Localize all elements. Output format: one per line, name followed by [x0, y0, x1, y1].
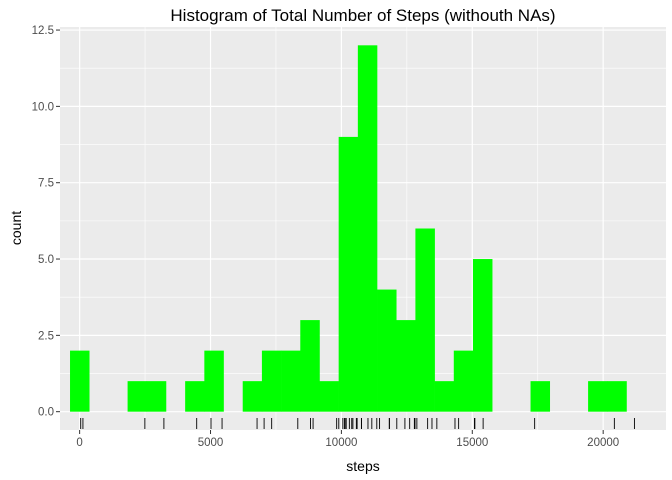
histogram-bar [607, 381, 627, 412]
histogram-bar [300, 320, 320, 412]
x-tick-label: 20000 [587, 437, 619, 449]
x-axis: 0 5000 10000 15000 20000 [76, 430, 619, 449]
histogram-bars [70, 45, 627, 412]
histogram-bar [396, 320, 416, 412]
histogram-bar [530, 381, 551, 412]
y-tick-label: 2.5 [38, 330, 54, 342]
y-axis-title: count [8, 211, 24, 245]
y-tick-label: 10.0 [32, 101, 54, 113]
histogram-bar [242, 381, 263, 412]
y-tick-label: 12.5 [32, 25, 54, 37]
histogram-bar [357, 45, 378, 412]
histogram-bar [204, 350, 224, 412]
histogram-bar [472, 259, 493, 412]
histogram-bar [338, 136, 359, 412]
histogram-bar [415, 228, 435, 412]
y-tick-label: 7.5 [38, 178, 54, 190]
histogram-bar [588, 381, 608, 412]
x-tick-label: 0 [76, 437, 82, 449]
histogram-bar [127, 381, 148, 412]
y-tick-label: 5.0 [38, 254, 54, 266]
x-tick-label: 5000 [198, 437, 224, 449]
rug-marks [80, 418, 635, 429]
histogram-bar [185, 381, 205, 412]
x-tick-label: 10000 [325, 437, 357, 449]
x-axis-title: steps [346, 458, 379, 474]
y-axis: 0.0 2.5 5.0 7.5 10.0 12.5 [32, 25, 60, 419]
histogram-bar [281, 350, 301, 412]
x-tick-label: 15000 [456, 437, 488, 449]
histogram-bar [261, 350, 282, 412]
histogram-bar [434, 381, 455, 412]
histogram-bar [453, 350, 474, 412]
histogram-bar [377, 289, 397, 412]
chart-title: Histogram of Total Number of Steps (with… [170, 6, 555, 25]
histogram-bar [319, 381, 339, 412]
y-tick-label: 0.0 [38, 407, 54, 419]
histogram-bar [146, 381, 167, 412]
histogram-bar [70, 350, 90, 412]
